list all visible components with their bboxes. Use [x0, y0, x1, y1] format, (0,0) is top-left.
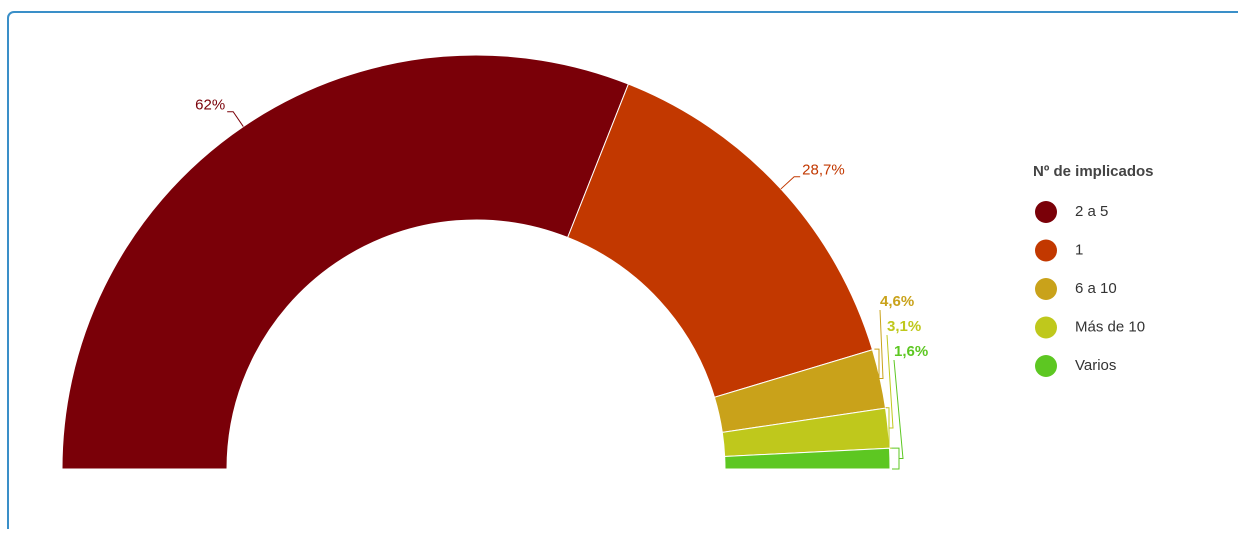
- leader-line: [879, 309, 884, 379]
- legend-swatch: [1035, 239, 1057, 262]
- slice: [724, 447, 891, 470]
- frame: [7, 11, 1238, 534]
- leader-line: [780, 176, 801, 190]
- data-label: 4,6%: [880, 293, 914, 310]
- legend-label: 6 a 10: [1075, 280, 1117, 297]
- legend-swatch: [1035, 201, 1057, 223]
- leader-line: [227, 111, 244, 127]
- data-label: 62%: [195, 97, 225, 114]
- legend-swatch: [1035, 278, 1057, 300]
- leader-line: [893, 359, 904, 460]
- legend-label: Varios: [1075, 357, 1116, 374]
- legend-label: 2 a 5: [1075, 203, 1108, 220]
- data-label: 28,7%: [802, 162, 845, 179]
- leader-bracket: [891, 447, 900, 470]
- leader-line: [886, 334, 894, 429]
- legend-label: 1: [1075, 241, 1083, 258]
- data-label: 1,6%: [894, 343, 928, 360]
- legend-swatch: [1035, 316, 1057, 339]
- data-label: 3,1%: [887, 318, 921, 335]
- slice: [61, 54, 630, 470]
- legend-swatch: [1035, 355, 1057, 377]
- legend-label: Más de 10: [1075, 318, 1145, 335]
- legend-title: Nº de implicados: [1033, 163, 1154, 180]
- slice: [567, 83, 874, 398]
